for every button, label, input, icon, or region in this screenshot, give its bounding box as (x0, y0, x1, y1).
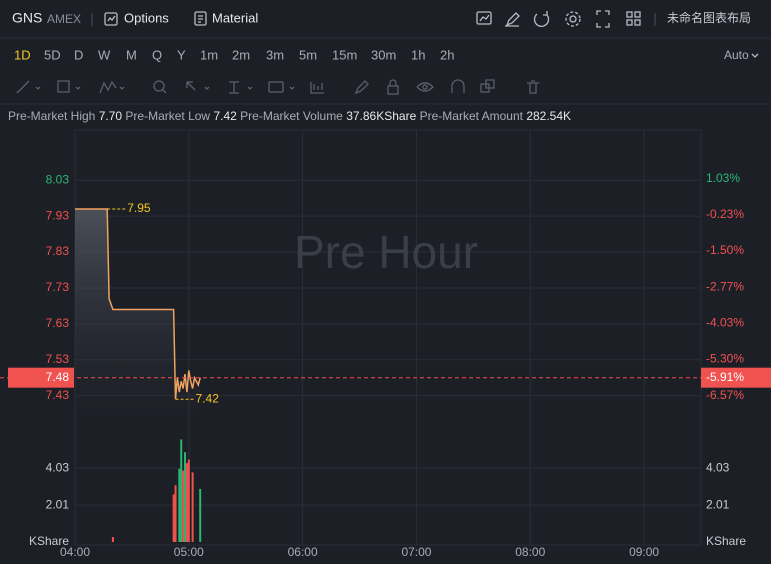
volume-unit: KShare (29, 534, 69, 548)
exchange: AMEX (47, 12, 81, 26)
timeframe-button[interactable]: 5D (44, 47, 61, 62)
timeframe-bar: 1D 5D D W M Q Y 1m 2m 3m 5m 15m 30m 1h 2h (14, 47, 454, 62)
layout-name[interactable]: 未命名图表布局 (667, 10, 751, 25)
info-value: 7.42 (213, 109, 237, 123)
volume-bar (180, 439, 183, 542)
volume-bar (199, 488, 202, 542)
x-tick-label: 09:00 (629, 545, 659, 559)
y-tick-label: 4.03 (46, 460, 70, 474)
timeframe-button[interactable]: 15m (332, 47, 357, 62)
info-label: Pre-Market Amount (420, 109, 524, 123)
drawing-toolbar[interactable] (16, 79, 539, 95)
info-value: 37.86KShare (346, 109, 416, 123)
timeframe-button[interactable]: 2m (232, 47, 250, 62)
volume-bar (182, 470, 185, 542)
y2-tick-label: -4.03% (706, 315, 744, 329)
y2-tick-label: -2.77% (706, 279, 744, 293)
timeframe-button[interactable]: 3m (266, 47, 284, 62)
y2-tick-label: -6.57% (706, 388, 744, 402)
timeframe-button[interactable]: W (98, 47, 111, 62)
y2-tick-label: -5.30% (706, 352, 744, 366)
last-price-label: 7.48 (46, 370, 70, 384)
header-icons[interactable] (476, 10, 641, 28)
timeframe-button[interactable]: 1h (411, 47, 425, 62)
dropdown-caret (751, 53, 759, 58)
plot: 04:00 05:00 06:00 07:00 08:00 09:00 8.03 7.93 7.… (0, 130, 771, 559)
info-label: Pre-Market Low (125, 109, 210, 123)
info-value: 7.70 (99, 109, 123, 123)
symbol[interactable]: GNS (12, 10, 42, 26)
timeframe-button[interactable]: Q (152, 47, 162, 62)
timeframe-button[interactable]: M (126, 47, 137, 62)
y-tick-label: 7.93 (46, 208, 70, 222)
y2-tick-label: -1.50% (706, 243, 744, 257)
volume-bar (111, 537, 114, 542)
high-label: 7.95 (127, 201, 151, 215)
volume-bar (174, 485, 177, 542)
options-button[interactable]: Options (124, 10, 169, 25)
x-tick-label: 07:00 (401, 545, 431, 559)
info-label: Pre-Market High (8, 109, 95, 123)
timeframe-button[interactable]: 1m (200, 47, 218, 62)
y2-tick-label: 1.03% (706, 171, 740, 185)
timeframe-button[interactable]: Y (177, 47, 186, 62)
x-tick-label: 06:00 (288, 545, 318, 559)
timeframe-button[interactable]: D (74, 47, 83, 62)
low-label: 7.42 (196, 391, 220, 405)
last-change-badge (701, 367, 771, 388)
material-icon (194, 11, 207, 26)
x-tick-label: 08:00 (515, 545, 545, 559)
y-tick-label: 7.53 (46, 352, 70, 366)
y-tick-label: 7.83 (46, 244, 70, 258)
x-tick-label: 04:00 (60, 545, 90, 559)
volume-bar (185, 463, 188, 542)
price-line (75, 208, 201, 400)
timeframe-button[interactable]: 1D (14, 47, 31, 62)
y-tick-label: 7.43 (46, 388, 70, 402)
timeframe-button[interactable]: 5m (299, 47, 317, 62)
timeframe-button[interactable]: 2h (440, 47, 454, 62)
y-tick-label: 7.73 (46, 280, 70, 294)
volume-bar (187, 459, 190, 542)
info-bar: Pre-Market High 7.70 Pre-Market Low 7.42… (8, 109, 571, 123)
last-change-label: -5.91% (706, 370, 744, 384)
x-tick-label: 05:00 (174, 545, 204, 559)
info-value: 282.54K (526, 109, 571, 123)
y2-tick-label: 4.03 (706, 460, 730, 474)
last-price-badge (8, 367, 74, 388)
y2-tick-label: 2.01 (706, 497, 730, 511)
volume-bar (172, 494, 175, 542)
volume-bar (178, 468, 181, 542)
y-tick-label: 7.63 (46, 316, 70, 330)
y-tick-label: 8.03 (46, 172, 70, 186)
info-label: Pre-Market Volume (240, 109, 343, 123)
y2-tick-label: -0.23% (706, 207, 744, 221)
volume-bar (184, 452, 187, 542)
watermark: Pre Hour (294, 226, 478, 278)
scale-mode[interactable]: Auto (724, 48, 749, 62)
options-icon (104, 12, 118, 26)
volume-bar (191, 472, 194, 542)
volume-unit: KShare (706, 534, 746, 548)
timeframe-button[interactable]: 30m (371, 47, 396, 62)
y-tick-label: 2.01 (46, 497, 70, 511)
material-button[interactable]: Material (212, 10, 258, 25)
